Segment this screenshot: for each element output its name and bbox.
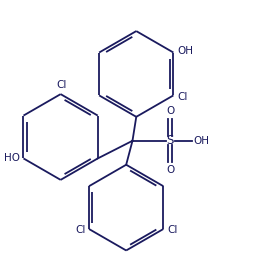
Text: Cl: Cl [75, 225, 85, 235]
Text: OH: OH [193, 136, 209, 146]
Text: O: O [166, 106, 174, 116]
Text: HO: HO [4, 153, 20, 163]
Text: Cl: Cl [167, 225, 178, 235]
Text: OH: OH [177, 46, 193, 56]
Text: Cl: Cl [57, 80, 67, 90]
Text: O: O [166, 165, 174, 175]
Text: Cl: Cl [177, 92, 188, 102]
Text: S: S [167, 134, 174, 147]
